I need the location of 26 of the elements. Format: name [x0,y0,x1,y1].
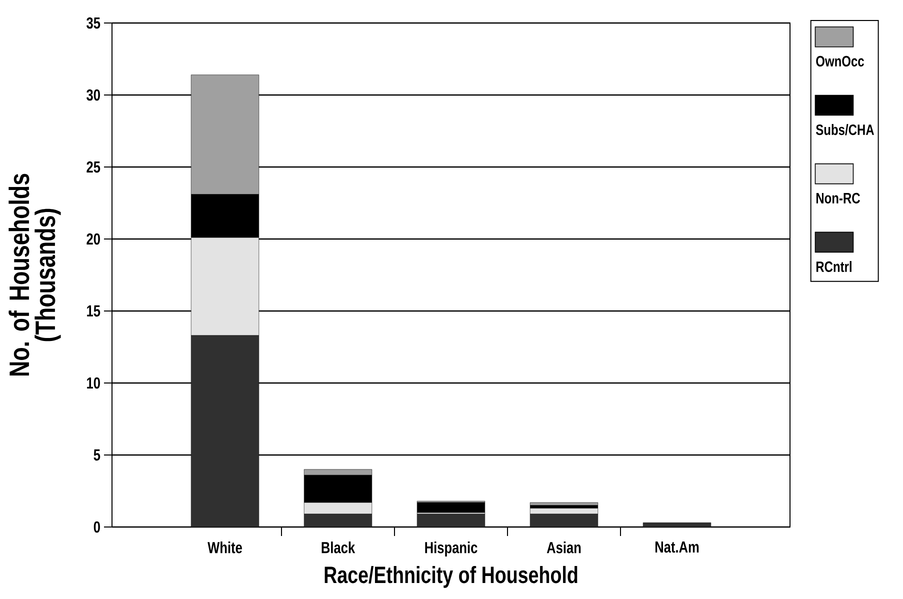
legend-label: OwnOcc [816,56,864,67]
y-tick-label: 15 [87,305,100,317]
legend-label: Non-RC [816,192,860,204]
y-tick-label: 20 [86,233,100,245]
bar [530,502,598,506]
bar [530,514,598,527]
legend-label: Subs/CHA [816,124,874,136]
x-tick-label: Nat.Am [655,542,699,553]
legend-label: RCntrl [816,261,852,272]
bar [190,335,260,527]
x-tick-label: Hispanic [425,542,478,556]
y-axis-title: No. of Households (Thousands) [8,174,61,376]
x-tick-label: Asian [546,542,581,554]
bar [417,514,485,527]
x-tick-label: Black [322,542,356,554]
y-tick-label: 30 [86,89,100,101]
y-tick-label: 35 [86,17,100,29]
x-axis-title: Race/Ethnicity of Household [324,566,578,588]
bar [416,502,486,513]
y-tick-label: 5 [94,449,100,461]
y-tick-label: 0 [94,521,100,533]
y-tick-label: 25 [86,161,100,173]
bar [304,514,372,527]
y-tick-label: 10 [87,377,100,389]
bar [530,508,598,514]
x-tick-label: White [208,542,242,554]
